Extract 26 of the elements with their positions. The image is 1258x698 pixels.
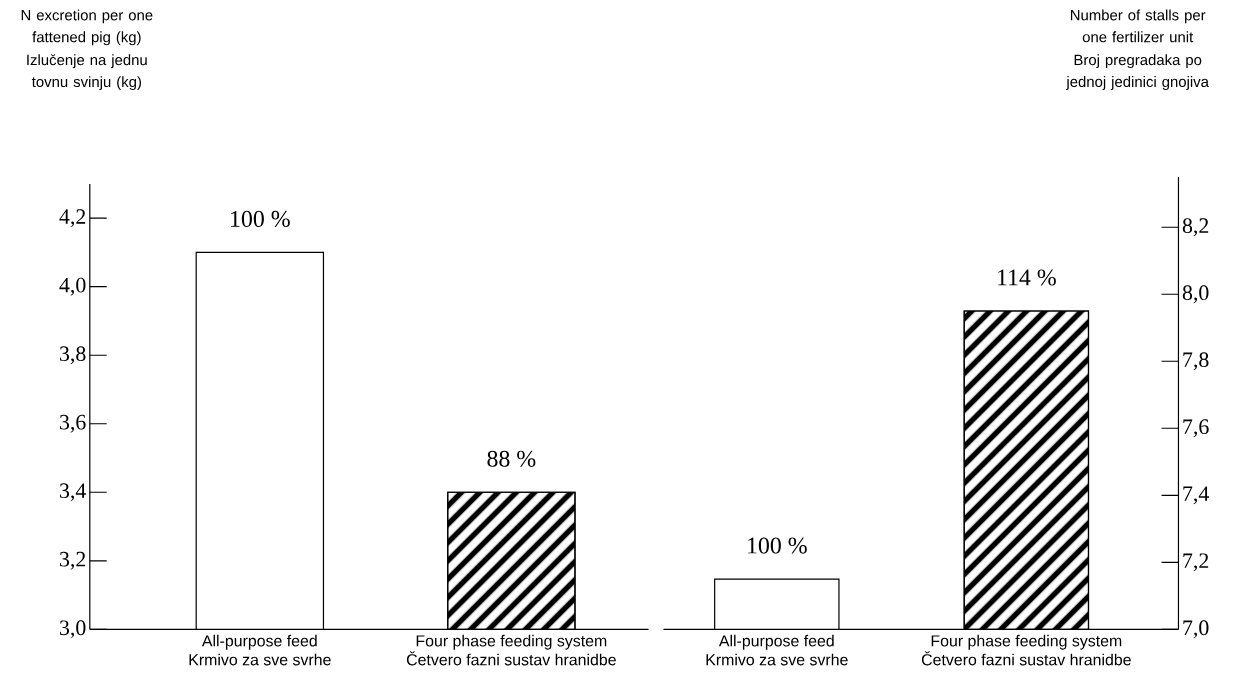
- text: Number of stalls per one fertilizer unit: [1070, 9, 1206, 43]
- y-tick-label: 7,2: [1183, 553, 1209, 572]
- y-tick-label: 3,4: [60, 483, 86, 502]
- x-tick-label: All-purpose feed Krmivo za sve svrhe: [706, 634, 848, 666]
- annotation: 100 %: [231, 210, 290, 228]
- y-tick-label: 3,6: [60, 414, 86, 433]
- annotation: 88 %: [487, 450, 536, 467]
- annotation: 114 %: [998, 269, 1056, 286]
- y-tick-label: 3,2: [60, 551, 86, 570]
- annotation: 100 %: [748, 537, 807, 554]
- y-tick-label: 8,0: [1182, 285, 1209, 304]
- x-tick-label: All-purpose feed Krmivo za sve svrhe: [189, 634, 331, 666]
- y-tick-label: 3,0: [60, 620, 86, 639]
- y-tick-label: 7,8: [1183, 352, 1209, 371]
- y-tick-label: 7,0: [1183, 620, 1209, 639]
- y-tick-label: 4,2: [59, 209, 86, 228]
- y-tick-label: 7,4: [1183, 486, 1209, 505]
- y-tick-label: 8,2: [1182, 218, 1209, 237]
- text: Izlučenje na jednu tovnu svinju (kg): [27, 54, 147, 91]
- x-tick-label: Four phase feeding system Četvero fazni sustav hranidbe: [921, 634, 1131, 666]
- y-tick-label: 3,8: [60, 346, 86, 365]
- text: Broj pregradaka po jednoj jedinici gnojiva: [1066, 54, 1209, 91]
- text: N excretion per one fattened pig (kg): [21, 9, 153, 46]
- y-tick-label: 4,0: [59, 277, 86, 296]
- y-tick-label: 7,6: [1183, 419, 1209, 438]
- x-tick-label: Four phase feeding system Četvero fazni sustav hranidbe: [406, 634, 616, 666]
